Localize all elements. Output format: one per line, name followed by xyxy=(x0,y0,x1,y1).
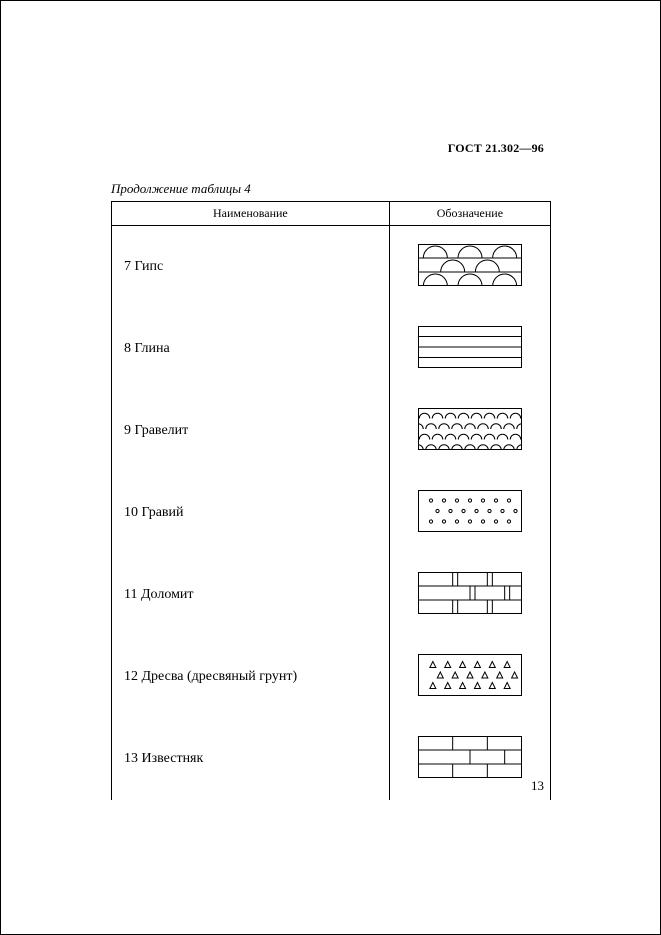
table-row: 11 Доломит xyxy=(112,554,551,636)
document-code: ГОСТ 21.302—96 xyxy=(448,141,544,156)
material-name-cell: 12 Дресва (дресвяный грунт) xyxy=(112,636,390,718)
materials-table: Наименование Обозначение 7 Гипс8 Глина9 … xyxy=(111,201,551,800)
row-number: 13 xyxy=(124,751,138,766)
table-row: 8 Глина xyxy=(112,308,551,390)
hatch-clay-icon xyxy=(418,326,522,368)
material-symbol-cell xyxy=(389,472,550,554)
column-header-symbol: Обозначение xyxy=(389,202,550,226)
material-label: Известняк xyxy=(142,751,204,766)
row-number: 11 xyxy=(124,587,137,602)
hatch-gravel-icon xyxy=(418,490,522,532)
hatch-limestone-icon xyxy=(418,736,522,778)
material-name-cell: 13 Известняк xyxy=(112,718,390,800)
hatch-grus-icon xyxy=(418,654,522,696)
material-label: Гравелит xyxy=(135,423,189,438)
material-name-cell: 8 Глина xyxy=(112,308,390,390)
column-header-name: Наименование xyxy=(112,202,390,226)
page-number: 13 xyxy=(531,778,544,794)
page: ГОСТ 21.302—96 Продолжение таблицы 4 Наи… xyxy=(0,0,661,935)
material-label: Глина xyxy=(135,341,170,356)
material-symbol-cell xyxy=(389,554,550,636)
table-caption: Продолжение таблицы 4 xyxy=(111,181,251,197)
material-symbol-cell xyxy=(389,308,550,390)
material-name-cell: 11 Доломит xyxy=(112,554,390,636)
material-name-cell: 7 Гипс xyxy=(112,226,390,309)
row-number: 12 xyxy=(124,669,138,684)
material-label: Гравий xyxy=(142,505,184,520)
material-name-cell: 9 Гравелит xyxy=(112,390,390,472)
row-number: 10 xyxy=(124,505,138,520)
table-row: 12 Дресва (дресвяный грунт) xyxy=(112,636,551,718)
table-header-row: Наименование Обозначение xyxy=(112,202,551,226)
hatch-gypsum-icon xyxy=(418,244,522,286)
material-symbol-cell xyxy=(389,390,550,472)
material-label: Доломит xyxy=(141,587,194,602)
row-number: 9 xyxy=(124,423,131,438)
hatch-gravelite-icon xyxy=(418,408,522,450)
table-row: 7 Гипс xyxy=(112,226,551,309)
material-symbol-cell xyxy=(389,718,550,800)
table-row: 13 Известняк xyxy=(112,718,551,800)
row-number: 8 xyxy=(124,341,131,356)
material-label: Дресва (дресвяный грунт) xyxy=(142,669,298,684)
material-name-cell: 10 Гравий xyxy=(112,472,390,554)
table-row: 9 Гравелит xyxy=(112,390,551,472)
hatch-dolomite-icon xyxy=(418,572,522,614)
material-symbol-cell xyxy=(389,226,550,309)
material-symbol-cell xyxy=(389,636,550,718)
table-row: 10 Гравий xyxy=(112,472,551,554)
row-number: 7 xyxy=(124,259,131,274)
material-label: Гипс xyxy=(135,259,164,274)
